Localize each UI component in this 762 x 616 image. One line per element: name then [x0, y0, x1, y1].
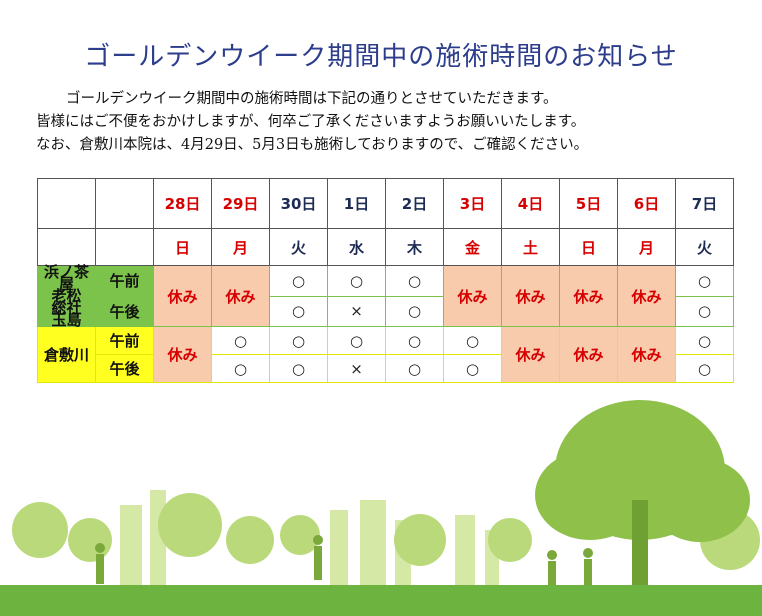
closed-cell: 休み — [617, 326, 676, 383]
open-mark: ○ — [269, 354, 328, 383]
closed-cell: 休み — [501, 265, 560, 327]
cross-mark: × — [327, 354, 386, 383]
closed-cell: 休み — [617, 265, 676, 327]
open-mark: ○ — [675, 354, 734, 383]
location-line: 老松 — [51, 287, 82, 305]
session-am-label: 午前 — [95, 265, 154, 297]
schedule-table: 28日 29日 30日 1日 2日 3日 4日 5日 6日 7日 日 月 火 水… — [37, 178, 734, 383]
closed-cell: 休み — [559, 326, 618, 383]
empty-cell — [37, 228, 96, 266]
weekday-cell: 水 — [327, 228, 386, 266]
weekday-row: 日 月 火 水 木 金 土 日 月 火 — [37, 228, 734, 266]
session-pm-label: 午後 — [95, 354, 154, 383]
open-mark: ○ — [675, 326, 734, 355]
open-mark: ○ — [385, 354, 444, 383]
weekday-cell: 火 — [675, 228, 734, 266]
open-mark: ○ — [269, 265, 328, 297]
weekday-cell: 日 — [559, 228, 618, 266]
location-line: 倉敷川 — [43, 346, 89, 364]
open-mark: ○ — [443, 326, 502, 355]
weekday-cell: 金 — [443, 228, 502, 266]
date-cell: 4日 — [501, 178, 560, 229]
date-cell: 30日 — [269, 178, 328, 229]
open-mark: ○ — [269, 295, 328, 327]
empty-cell — [95, 178, 154, 229]
open-mark: ○ — [443, 354, 502, 383]
people-silhouettes — [95, 535, 593, 587]
weekday-cell: 土 — [501, 228, 560, 266]
closed-cell: 休み — [153, 326, 212, 383]
weekday-cell: 月 — [211, 228, 270, 266]
open-mark: ○ — [327, 265, 386, 297]
date-cell: 7日 — [675, 178, 734, 229]
location-line: 総社 — [51, 299, 82, 317]
cross-mark: × — [327, 295, 386, 327]
session-am-label: 午前 — [95, 326, 154, 355]
empty-cell — [95, 228, 154, 266]
closed-cell: 休み — [443, 265, 502, 327]
location-line: 浜ノ茶屋 — [43, 263, 89, 293]
closed-cell: 休み — [559, 265, 618, 327]
intro-line: なお、倉敷川本院は、4月29日、5月3日も施術しておりますので、ご確認ください。 — [36, 137, 589, 153]
location-line: 玉島 — [51, 311, 82, 329]
date-cell: 5日 — [559, 178, 618, 229]
session-pm-label: 午後 — [95, 295, 154, 327]
closed-cell: 休み — [211, 265, 270, 327]
open-mark: ○ — [675, 265, 734, 297]
intro-line: 皆様にはご不便をおかけしますが、何卒ご了承くださいますようお願いいたします。 — [36, 114, 586, 130]
background-trees — [12, 493, 760, 570]
open-mark: ○ — [327, 326, 386, 355]
date-cell: 1日 — [327, 178, 386, 229]
intro-line: ゴールデンウイーク期間中の施術時間は下記の通りとさせていただきます。 — [66, 91, 558, 107]
location-1-am-row: 浜ノ茶屋 老松 総社 玉島 午前 休み 休み ○ ○ ○ 休み 休み 休み 休み… — [37, 265, 734, 328]
closed-cell: 休み — [501, 326, 560, 383]
open-mark: ○ — [385, 265, 444, 297]
location-label: 浜ノ茶屋 老松 総社 玉島 — [37, 263, 96, 329]
weekday-cell: 日 — [153, 228, 212, 266]
open-mark: ○ — [269, 326, 328, 355]
weekday-cell: 火 — [269, 228, 328, 266]
weekday-cell: 木 — [385, 228, 444, 266]
grass-ground — [0, 585, 762, 616]
date-cell: 28日 — [153, 178, 212, 229]
park-illustration — [0, 400, 762, 616]
location-2-pm-row: 午後 ○ ○ × ○ ○ ○ — [38, 354, 734, 383]
location-1-pm-row: 午後 ○ × ○ ○ — [38, 295, 734, 327]
location-label: 倉敷川 — [37, 326, 96, 383]
closed-cell: 休み — [153, 265, 212, 327]
intro-text: ゴールデンウイーク期間中の施術時間は下記の通りとさせていただきます。 皆様にはご… — [36, 88, 736, 157]
empty-cell — [37, 178, 96, 229]
date-cell: 6日 — [617, 178, 676, 229]
date-cell: 3日 — [443, 178, 502, 229]
page-title: ゴールデンウイーク期間中の施術時間のお知らせ — [84, 42, 678, 72]
date-cell: 2日 — [385, 178, 444, 229]
open-mark: ○ — [385, 295, 444, 327]
location-2-am-row: 倉敷川 午前 休み ○ ○ ○ ○ ○ 休み 休み 休み ○ — [37, 326, 734, 383]
date-row: 28日 29日 30日 1日 2日 3日 4日 5日 6日 7日 — [37, 178, 734, 229]
open-mark: ○ — [211, 354, 270, 383]
weekday-cell: 月 — [617, 228, 676, 266]
main-tree — [535, 400, 750, 595]
open-mark: ○ — [211, 326, 270, 355]
open-mark: ○ — [675, 295, 734, 327]
open-mark: ○ — [385, 326, 444, 355]
date-cell: 29日 — [211, 178, 270, 229]
